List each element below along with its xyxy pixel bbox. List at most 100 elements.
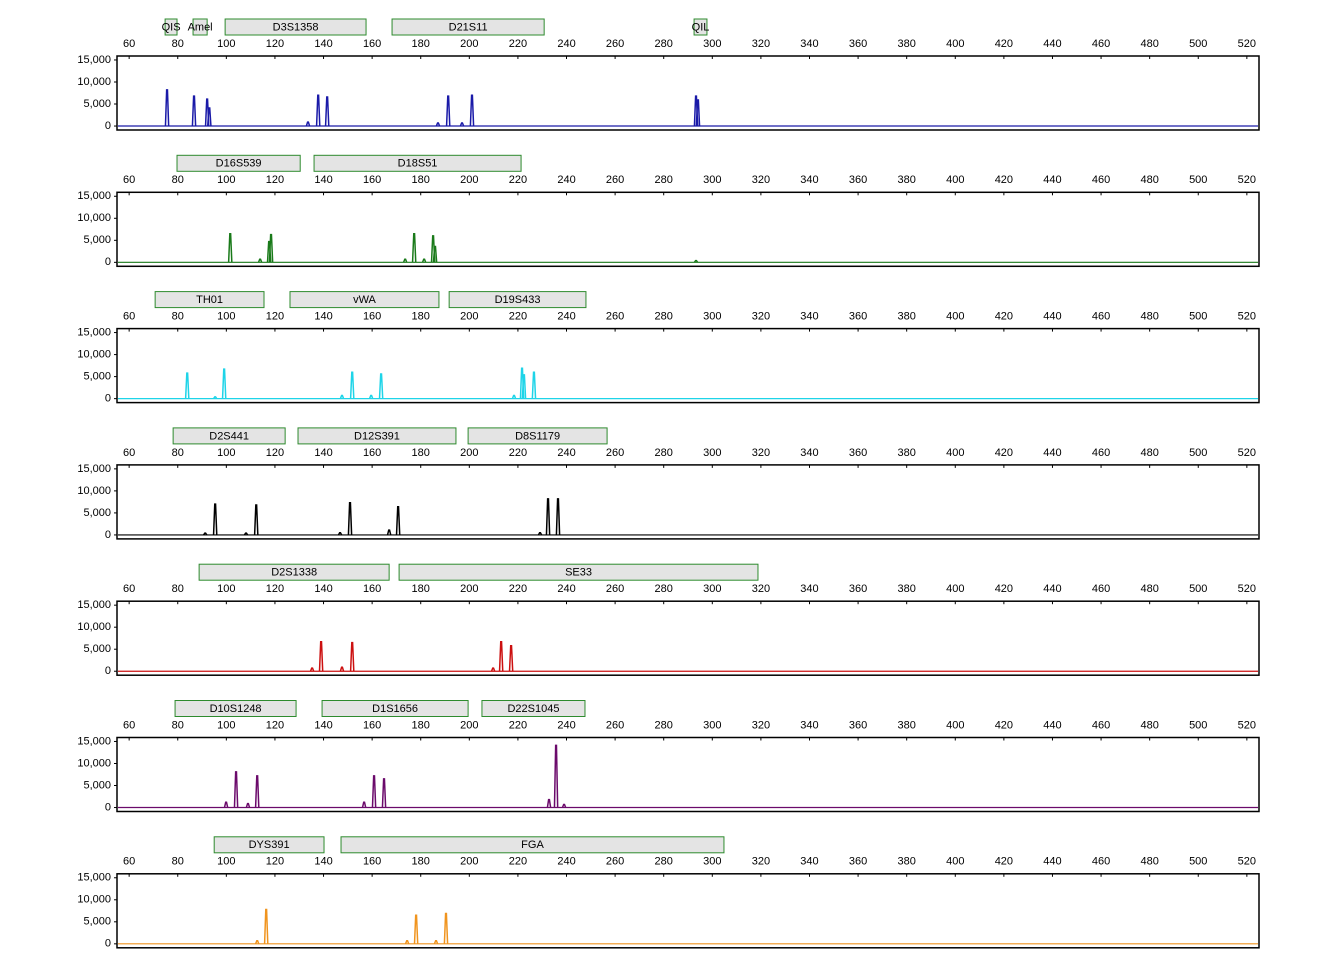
x-tick-label: 140	[314, 583, 332, 595]
y-tick-label: 15,000	[77, 735, 111, 747]
x-tick-label: 420	[995, 447, 1013, 459]
x-tick-label: 480	[1140, 311, 1158, 323]
x-tick-label: 400	[946, 719, 964, 731]
peak	[508, 644, 514, 672]
y-tick-label: 10,000	[77, 894, 111, 906]
x-tick-label: 80	[172, 311, 184, 323]
peak	[324, 96, 330, 127]
x-tick-label: 260	[606, 447, 624, 459]
marker-box	[289, 291, 440, 309]
peak	[191, 95, 197, 127]
x-tick-label: 300	[703, 447, 721, 459]
x-tick-label: 80	[172, 447, 184, 459]
x-tick-label: 300	[703, 174, 721, 186]
y-tick-label: 15,000	[77, 326, 111, 338]
x-tick-label: 260	[606, 583, 624, 595]
peak	[184, 372, 190, 399]
x-tick-label: 200	[460, 719, 478, 731]
x-tick-label: 480	[1140, 38, 1158, 50]
peak	[469, 94, 475, 127]
x-tick-label: 520	[1238, 174, 1256, 186]
x-tick-label: 340	[800, 583, 818, 595]
peak	[254, 940, 260, 945]
x-tick-label: 380	[898, 38, 916, 50]
x-tick-label: 140	[314, 856, 332, 868]
plot-frame	[116, 327, 1260, 404]
peak	[227, 232, 233, 263]
y-tick-label: 15,000	[77, 463, 111, 475]
x-tick-label: 440	[1043, 856, 1061, 868]
y-tick-label: 5,000	[83, 234, 111, 246]
x-tick-label: 520	[1238, 719, 1256, 731]
x-tick-label: 400	[946, 856, 964, 868]
peak	[693, 259, 699, 263]
x-tick-label: 100	[217, 583, 235, 595]
x-tick-label: 460	[1092, 174, 1110, 186]
peak	[378, 373, 384, 399]
x-tick-label: 420	[995, 38, 1013, 50]
peak	[381, 778, 387, 808]
marker-box	[481, 700, 586, 717]
x-tick-label: 440	[1043, 447, 1061, 459]
marker-box	[313, 154, 522, 172]
peak	[212, 503, 218, 535]
x-tick-label: 360	[849, 311, 867, 323]
peak	[233, 771, 239, 808]
x-tick-label: 340	[800, 447, 818, 459]
marker-box	[391, 18, 545, 36]
x-tick-label: 160	[363, 38, 381, 50]
marker-box	[164, 18, 178, 36]
x-tick-label: 420	[995, 719, 1013, 731]
peak	[561, 803, 567, 808]
y-tick-label: 15,000	[77, 599, 111, 611]
marker-label: D1S1656	[372, 703, 418, 715]
marker-label: D2S441	[209, 430, 249, 442]
marker-label: D22S1045	[507, 703, 559, 715]
y-tick-label: 10,000	[77, 212, 111, 224]
peak	[315, 94, 321, 127]
x-tick-label: 500	[1189, 311, 1207, 323]
peak	[395, 505, 401, 535]
marker-label: D12S391	[354, 430, 400, 442]
plot-frame	[116, 736, 1260, 813]
x-tick-label: 160	[363, 583, 381, 595]
y-tick-label: 0	[105, 529, 111, 541]
x-tick-label: 280	[655, 719, 673, 731]
x-tick-label: 220	[509, 311, 527, 323]
x-tick-label: 180	[412, 38, 430, 50]
peak	[537, 531, 543, 536]
x-tick-label: 200	[460, 38, 478, 50]
marker-box	[213, 836, 325, 854]
peak	[386, 529, 392, 536]
x-tick-label: 240	[557, 311, 575, 323]
x-tick-label: 420	[995, 583, 1013, 595]
plot-frame	[116, 600, 1260, 676]
x-tick-label: 180	[412, 311, 430, 323]
peak	[245, 802, 251, 808]
x-tick-label: 480	[1140, 174, 1158, 186]
x-tick-label: 420	[995, 311, 1013, 323]
x-tick-label: 180	[412, 719, 430, 731]
x-tick-label: 280	[655, 311, 673, 323]
x-tick-label: 220	[509, 856, 527, 868]
x-tick-label: 440	[1043, 583, 1061, 595]
x-tick-label: 240	[557, 583, 575, 595]
plot-frame	[116, 55, 1260, 131]
x-tick-label: 180	[412, 583, 430, 595]
x-tick-label: 240	[557, 719, 575, 731]
x-tick-label: 220	[509, 447, 527, 459]
peak	[498, 640, 504, 672]
x-tick-label: 260	[606, 174, 624, 186]
x-tick-label: 200	[460, 447, 478, 459]
x-tick-label: 340	[800, 38, 818, 50]
y-tick-label: 15,000	[77, 190, 111, 202]
y-tick-label: 10,000	[77, 348, 111, 360]
x-tick-label: 460	[1092, 719, 1110, 731]
peak	[545, 498, 551, 535]
x-tick-label: 240	[557, 38, 575, 50]
x-tick-label: 420	[995, 856, 1013, 868]
marker-box	[467, 427, 608, 445]
x-tick-label: 380	[898, 311, 916, 323]
y-tick-label: 10,000	[77, 485, 111, 497]
marker-label: D19S433	[495, 294, 541, 306]
